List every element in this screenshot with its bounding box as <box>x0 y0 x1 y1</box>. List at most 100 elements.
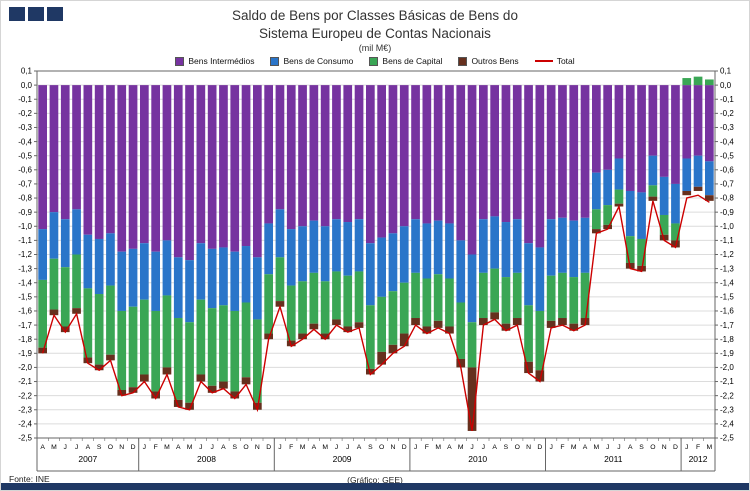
source-note: Fonte: INE <box>9 474 50 484</box>
logo-square-icon <box>28 7 44 21</box>
svg-text:-1,8: -1,8 <box>18 335 32 344</box>
svg-text:-2,3: -2,3 <box>720 405 734 414</box>
svg-text:J: J <box>210 444 213 451</box>
legend-label: Bens Intermédios <box>188 56 255 66</box>
svg-text:O: O <box>108 444 113 451</box>
svg-text:A: A <box>40 444 45 451</box>
svg-text:-1,2: -1,2 <box>18 250 32 259</box>
svg-text:-0,9: -0,9 <box>18 208 32 217</box>
svg-text:O: O <box>515 444 520 451</box>
svg-text:F: F <box>425 444 429 451</box>
legend-color-swatch <box>458 56 468 66</box>
svg-text:-1,4: -1,4 <box>720 278 734 287</box>
svg-text:-1,7: -1,7 <box>720 321 734 330</box>
svg-text:-1,4: -1,4 <box>18 278 32 287</box>
svg-text:2010: 2010 <box>468 454 487 464</box>
svg-text:M: M <box>322 444 328 451</box>
logo-square-icon <box>9 7 25 21</box>
chart-title-line1: Saldo de Bens por Classes Básicas de Ben… <box>232 8 518 23</box>
svg-text:O: O <box>243 444 248 451</box>
legend-label: Outros Bens <box>471 56 519 66</box>
svg-text:J: J <box>335 444 338 451</box>
svg-text:-0,1: -0,1 <box>18 95 32 104</box>
svg-text:J: J <box>482 444 485 451</box>
svg-text:F: F <box>560 444 564 451</box>
svg-text:A: A <box>312 444 317 451</box>
svg-text:M: M <box>707 444 713 451</box>
svg-text:J: J <box>617 444 620 451</box>
svg-text:S: S <box>97 444 102 451</box>
svg-text:M: M <box>458 444 464 451</box>
svg-text:D: D <box>131 444 136 451</box>
bottom-accent-bar <box>1 483 749 490</box>
svg-text:-0,4: -0,4 <box>720 137 734 146</box>
svg-text:0,1: 0,1 <box>720 67 732 76</box>
svg-text:J: J <box>346 444 349 451</box>
credit-note: (Gráfico: GEE) <box>347 475 403 485</box>
svg-text:-2,2: -2,2 <box>18 391 32 400</box>
svg-text:S: S <box>368 444 373 451</box>
svg-text:0,0: 0,0 <box>720 81 732 90</box>
total-line <box>41 194 710 432</box>
svg-text:-2,5: -2,5 <box>720 434 734 443</box>
svg-text:A: A <box>176 444 181 451</box>
svg-text:-0,1: -0,1 <box>720 95 734 104</box>
svg-text:-1,3: -1,3 <box>720 264 734 273</box>
svg-text:D: D <box>673 444 678 451</box>
svg-text:-1,0: -1,0 <box>720 222 734 231</box>
svg-text:J: J <box>64 444 67 451</box>
svg-text:0,1: 0,1 <box>21 67 33 76</box>
svg-text:-2,3: -2,3 <box>18 405 32 414</box>
svg-text:-2,5: -2,5 <box>18 434 32 443</box>
legend-item: Bens Intermédios <box>175 56 254 66</box>
svg-text:-1,1: -1,1 <box>720 236 734 245</box>
svg-text:2009: 2009 <box>333 454 352 464</box>
svg-text:N: N <box>255 444 260 451</box>
logo-square-icon <box>47 7 63 21</box>
svg-text:F: F <box>289 444 293 451</box>
svg-text:D: D <box>402 444 407 451</box>
svg-text:S: S <box>504 444 509 451</box>
legend-label: Total <box>556 56 575 66</box>
svg-text:S: S <box>232 444 237 451</box>
legend-item: Outros Bens <box>458 56 519 66</box>
svg-text:-2,0: -2,0 <box>720 363 734 372</box>
svg-text:2008: 2008 <box>197 454 216 464</box>
svg-text:J: J <box>606 444 609 451</box>
stacked-bar-chart: 0,1 0,1 0,0 0,0 -0,1 -0,1 -0,2 -0,2 -0,3 -0,3 -0,4… <box>18 67 734 472</box>
svg-text:M: M <box>51 444 57 451</box>
svg-text:-2,4: -2,4 <box>720 420 734 429</box>
chart-legend: Bens Intermédios Bens de Consumo Bens de C… <box>1 56 749 66</box>
svg-text:M: M <box>435 444 441 451</box>
svg-text:A: A <box>447 444 452 451</box>
svg-text:F: F <box>696 444 700 451</box>
svg-text:-2,1: -2,1 <box>720 377 734 386</box>
svg-text:2011: 2011 <box>604 454 623 464</box>
svg-text:-1,0: -1,0 <box>18 222 32 231</box>
svg-text:A: A <box>357 444 362 451</box>
svg-text:-0,9: -0,9 <box>720 208 734 217</box>
three-squares-logo <box>9 7 63 21</box>
svg-text:-1,8: -1,8 <box>720 335 734 344</box>
chart-footer: Fonte: INE (Gráfico: GEE) <box>1 472 749 485</box>
svg-text:-1,6: -1,6 <box>18 307 32 316</box>
legend-color-swatch <box>369 56 379 66</box>
legend-item: Bens de Capital <box>369 56 442 66</box>
svg-text:M: M <box>571 444 577 451</box>
svg-text:-0,5: -0,5 <box>720 151 734 160</box>
svg-text:J: J <box>75 444 78 451</box>
svg-text:J: J <box>470 444 473 451</box>
svg-text:A: A <box>583 444 588 451</box>
svg-text:N: N <box>526 444 531 451</box>
svg-text:2007: 2007 <box>78 454 97 464</box>
legend-color-swatch <box>175 56 185 66</box>
svg-text:A: A <box>86 444 91 451</box>
svg-text:N: N <box>662 444 667 451</box>
svg-text:-1,5: -1,5 <box>720 293 734 302</box>
chart-title-line2: Sistema Europeu de Contas Nacionais <box>259 25 491 41</box>
svg-text:D: D <box>537 444 542 451</box>
svg-text:J: J <box>685 444 688 451</box>
legend-label: Bens de Capital <box>382 56 443 66</box>
svg-text:A: A <box>492 444 497 451</box>
